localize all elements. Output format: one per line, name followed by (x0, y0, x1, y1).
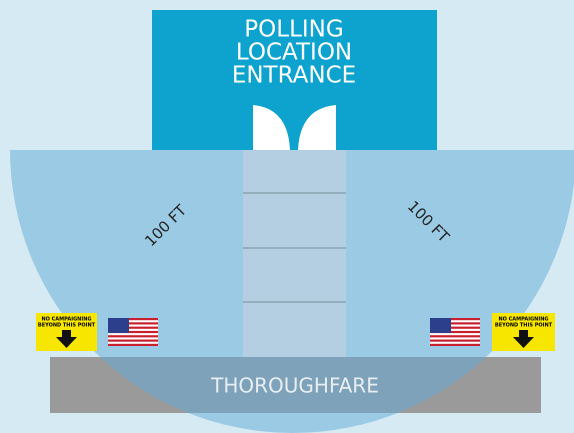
sign-text: NO CAMPAIGNING (498, 317, 548, 323)
building-label: POLLING LOCATION ENTRANCE (232, 17, 356, 89)
building (152, 10, 437, 150)
door (253, 105, 336, 150)
sign-text: BEYOND THIS POINT (38, 323, 96, 329)
building-label-line: LOCATION (236, 40, 352, 66)
sign-text: NO CAMPAIGNING (41, 317, 91, 323)
flag (430, 318, 480, 346)
sign: NO CAMPAIGNING BEYOND THIS POINT (492, 313, 555, 351)
walkway (243, 150, 346, 357)
building-label-line: ENTRANCE (232, 63, 356, 89)
sign-text: BEYOND THIS POINT (495, 323, 553, 329)
flag (108, 318, 158, 346)
sign: NO CAMPAIGNING BEYOND THIS POINT (36, 313, 97, 351)
road-label: THOROUGHFARE (210, 374, 379, 398)
building-label-line: POLLING (244, 17, 343, 43)
walkway-lines (243, 192, 346, 303)
